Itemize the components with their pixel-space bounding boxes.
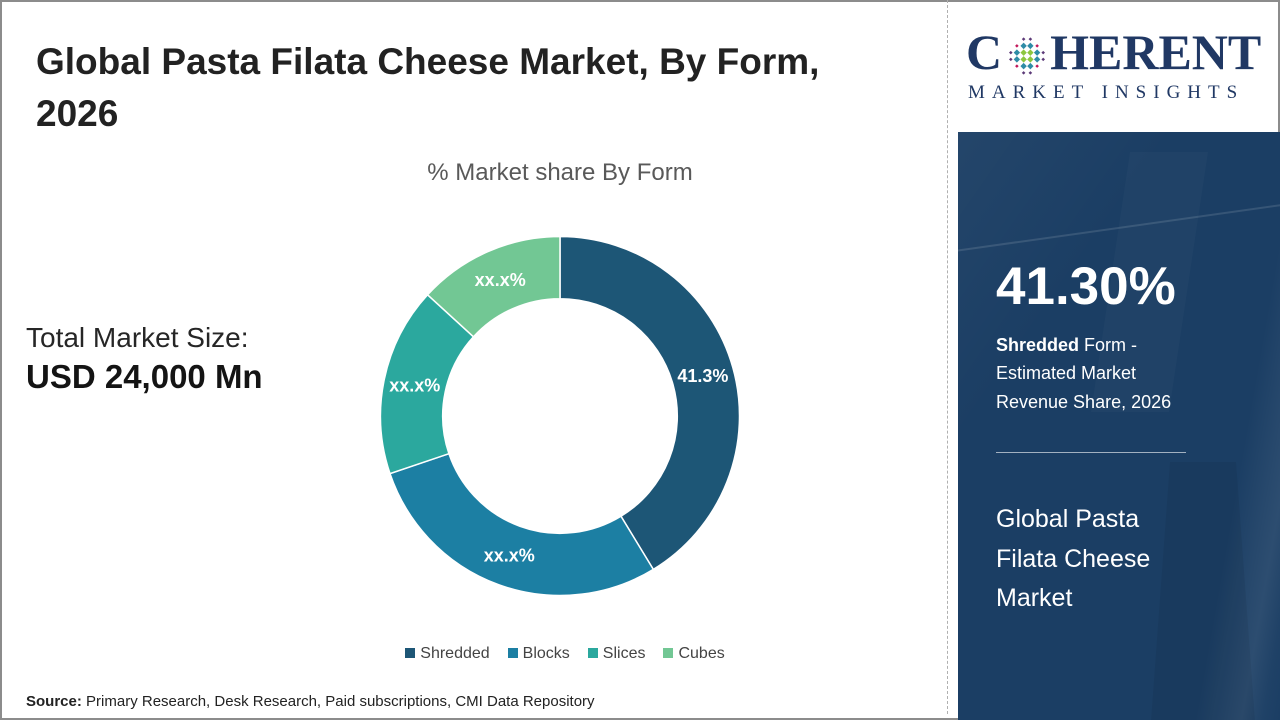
- svg-text:41.3%: 41.3%: [677, 366, 728, 386]
- svg-text:xx.x%: xx.x%: [484, 546, 535, 566]
- svg-text:xx.x%: xx.x%: [475, 270, 526, 290]
- svg-text:xx.x%: xx.x%: [389, 375, 440, 395]
